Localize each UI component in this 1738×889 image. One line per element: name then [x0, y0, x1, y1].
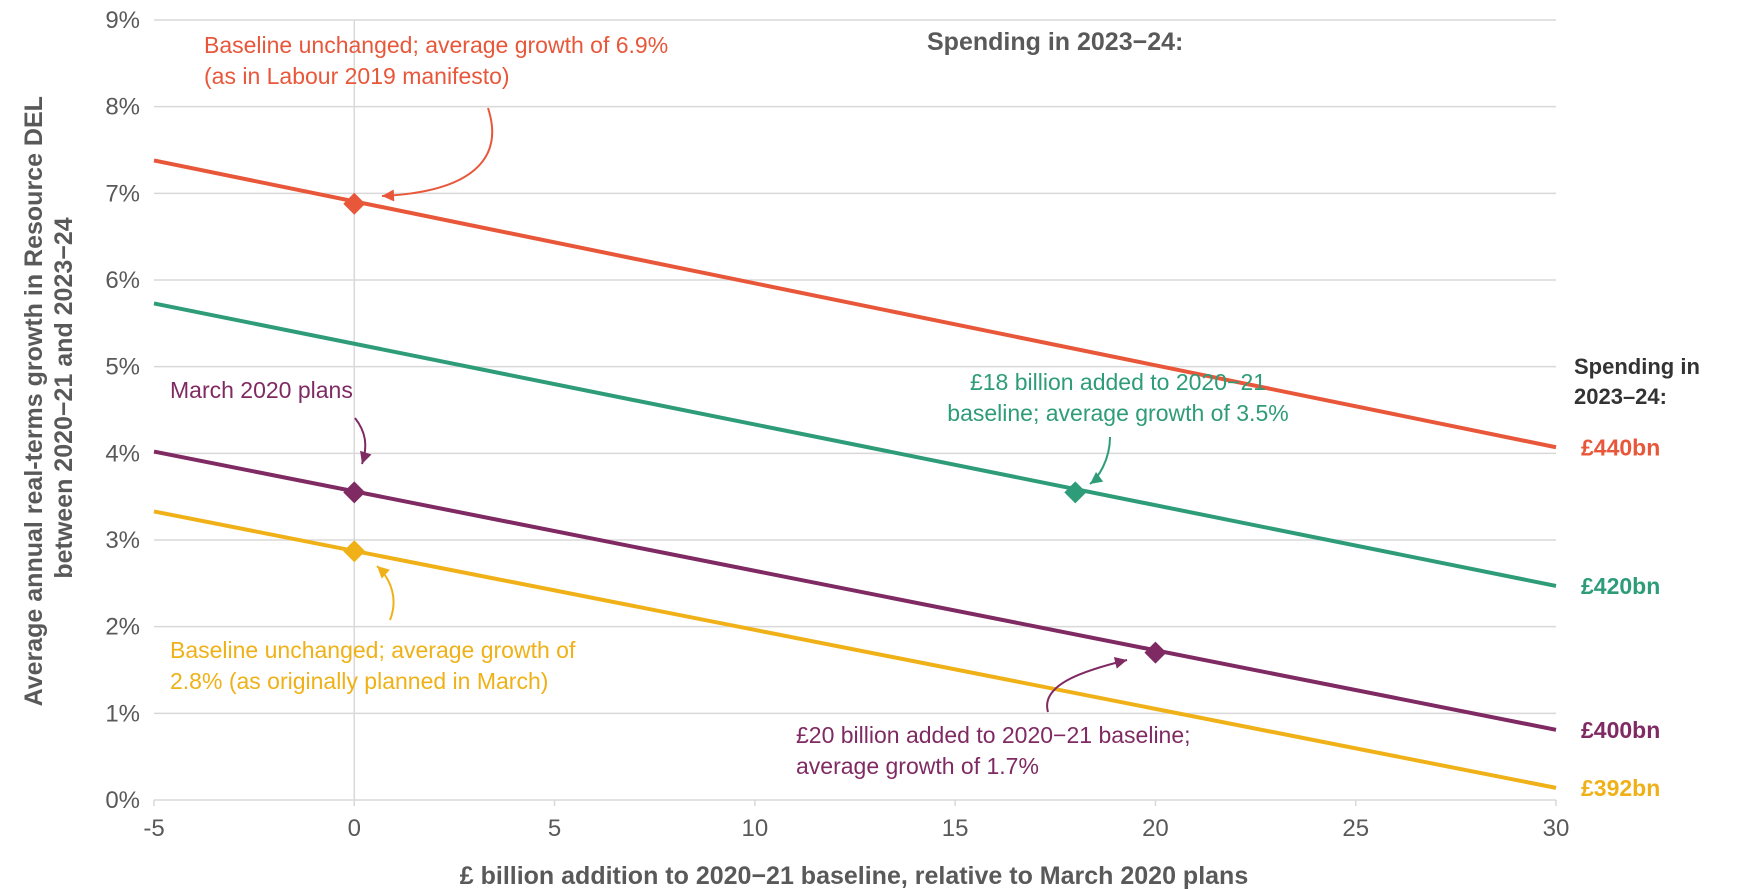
annotation-line: March 2020 plans: [170, 377, 353, 403]
diamond-marker: [1064, 481, 1087, 504]
end-labels: £440bn £420bn £400bn £392bn: [1581, 434, 1660, 801]
annotation-text: Baseline unchanged; average growth of 2.8…: [170, 637, 576, 694]
annotation-line: £20 billion added to 2020−21 baseline;: [796, 722, 1191, 748]
end-label: £400bn: [1581, 717, 1660, 743]
y-tick-label: 1%: [105, 700, 140, 727]
annotation-line: Baseline unchanged; average growth of 6.…: [204, 32, 668, 58]
annotations: Baseline unchanged; average growth of 6.…: [170, 32, 1289, 779]
annotation-arrow: [381, 107, 494, 197]
series-line-420bn: [153, 301, 1557, 588]
end-label: £440bn: [1581, 434, 1660, 460]
series-lines: [153, 158, 1557, 790]
y-axis-title-line2: between 2020−21 and 2023−24: [50, 217, 78, 578]
legend-title: Spending in 2023−24:: [927, 28, 1183, 56]
x-tick-label: -5: [143, 815, 164, 842]
y-tick-label: 6%: [105, 267, 140, 294]
annotation-line: £18 billion added to 2020−21: [970, 369, 1266, 395]
y-tick-label: 7%: [105, 180, 140, 207]
diamond-marker: [343, 192, 366, 215]
x-axis-ticks: -5 0 5 10 15 20 25 30: [143, 800, 1569, 842]
x-tick-label: 10: [742, 815, 769, 842]
annotation-arrowhead: [1113, 657, 1127, 669]
x-tick-label: 0: [348, 815, 361, 842]
series-line-400bn: [153, 449, 1557, 732]
annotation-arrowhead: [377, 566, 390, 579]
annotation-arrowhead: [360, 450, 372, 464]
y-tick-label: 3%: [105, 527, 140, 554]
series-line-392bn: [153, 509, 1557, 790]
annotation-text: Baseline unchanged; average growth of 6.…: [204, 32, 668, 89]
y-tick-label: 4%: [105, 440, 140, 467]
diamond-marker: [1144, 641, 1167, 664]
diamond-marker: [343, 540, 366, 563]
diamond-marker: [343, 481, 366, 504]
highlight-markers: [343, 192, 1167, 664]
end-label-heading-line2: 2023–24:: [1574, 384, 1667, 409]
x-axis-title: £ billion addition to 2020−21 baseline, …: [460, 862, 1248, 889]
x-tick-label: 25: [1342, 815, 1369, 842]
y-axis-title-group: Average annual real-terms growth in Reso…: [20, 90, 78, 707]
annotation-arrow: [1046, 659, 1128, 713]
y-tick-label: 0%: [105, 787, 140, 814]
annotation-arrowhead: [1090, 472, 1104, 484]
annotation-line: average growth of 1.7%: [796, 753, 1039, 779]
x-tick-label: 5: [548, 815, 561, 842]
y-tick-label: 5%: [105, 354, 140, 381]
y-axis-title: Average annual real-terms growth in Reso…: [20, 90, 78, 707]
annotation-text: £20 billion added to 2020−21 baseline; av…: [796, 722, 1191, 779]
x-tick-label: 15: [942, 815, 969, 842]
annotation-line: baseline; average growth of 3.5%: [947, 400, 1288, 426]
y-axis-title-line1: Average annual real-terms growth in Reso…: [20, 96, 48, 706]
y-tick-label: 8%: [105, 94, 140, 121]
x-tick-label: 30: [1543, 815, 1570, 842]
end-label-heading-line1: Spending in: [1574, 354, 1700, 379]
annotation-arrowhead: [382, 189, 395, 202]
end-label: £420bn: [1581, 573, 1660, 599]
end-label: £392bn: [1581, 775, 1660, 801]
annotation-text: March 2020 plans: [170, 377, 353, 403]
annotation-line: Baseline unchanged; average growth of: [170, 637, 576, 663]
x-tick-label: 20: [1142, 815, 1169, 842]
annotation-arrows: [354, 107, 1128, 713]
y-tick-label: 2%: [105, 614, 140, 641]
annotation-arrow: [1089, 436, 1111, 485]
series-line-440bn: [153, 158, 1557, 450]
annotation-line: (as in Labour 2019 manifesto): [204, 63, 510, 89]
y-axis-ticks: 0% 1% 2% 3% 4% 5% 6% 7% 8% 9%: [105, 7, 140, 814]
annotation-line: 2.8% (as originally planned in March): [170, 668, 548, 694]
end-label-heading: Spending in 2023–24:: [1574, 354, 1706, 409]
y-tick-label: 9%: [105, 7, 140, 34]
annotation-text: £18 billion added to 2020−21 baseline; av…: [947, 369, 1288, 426]
